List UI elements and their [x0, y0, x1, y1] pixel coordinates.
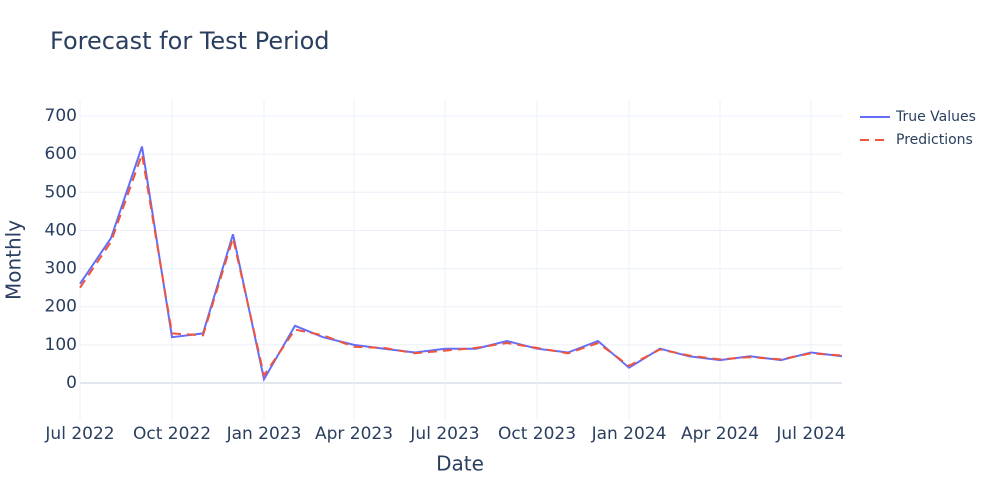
x-tick-label: Jul 2022: [44, 424, 114, 444]
x-tick-label: Jul 2023: [409, 424, 479, 444]
y-tick-label: 200: [45, 297, 77, 317]
chart-title: Forecast for Test Period: [50, 27, 330, 55]
x-tick-label: Apr 2024: [681, 424, 759, 444]
y-tick-label: 300: [45, 259, 77, 279]
x-tick-label: Oct 2022: [133, 424, 211, 444]
y-tick-label: 0: [66, 373, 77, 393]
x-tick-label: Jul 2024: [775, 424, 845, 444]
x-tick-label: Oct 2023: [498, 424, 576, 444]
y-tick-label: 100: [45, 335, 77, 355]
series-line: [79, 150, 843, 378]
y-tick-label: 400: [45, 220, 77, 240]
series-line: [79, 146, 843, 382]
x-tick-label: Jan 2024: [591, 424, 667, 444]
x-tick-label: Jan 2023: [226, 424, 302, 444]
y-tick-label: 500: [45, 182, 77, 202]
y-tick-label: 600: [45, 144, 77, 164]
legend-label: True Values: [895, 109, 976, 125]
legend-label: Predictions: [896, 132, 973, 148]
x-tick-label: Apr 2023: [315, 424, 393, 444]
y-tick-label: 700: [45, 106, 77, 126]
y-axis-title: Monthly: [2, 220, 26, 300]
x-axis-title: Date: [436, 452, 484, 476]
